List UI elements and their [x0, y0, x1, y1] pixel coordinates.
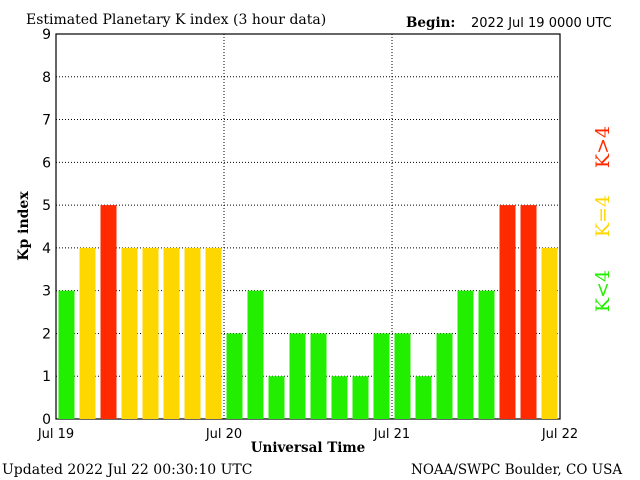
kp-bar: [394, 333, 411, 419]
kp-bar: [247, 290, 264, 419]
y-tick-label: 4: [42, 241, 51, 257]
y-tick-label: 9: [42, 27, 51, 43]
updated-timestamp: Updated 2022 Jul 22 00:30:10 UTC: [2, 462, 252, 478]
y-tick-label: 0: [42, 412, 51, 428]
kp-bar: [310, 333, 327, 419]
y-tick-label: 5: [42, 198, 51, 214]
kp-bar: [226, 333, 243, 419]
kp-bar: [352, 376, 369, 419]
kp-bar: [373, 333, 390, 419]
bars-group: [58, 205, 558, 419]
x-tick-label: Jul 21: [373, 427, 410, 442]
y-tick-label: 7: [42, 113, 51, 129]
x-tick-label: Jul 19: [37, 427, 74, 442]
x-tick-labels: Jul 19 Jul 20 Jul 21 Jul 22: [37, 427, 578, 442]
kp-bar: [436, 333, 453, 419]
x-tick-label: Jul 22: [541, 427, 578, 442]
legend-k-equal-4: K=4: [592, 195, 614, 237]
y-tick-label: 8: [42, 70, 51, 86]
kp-bar: [163, 247, 180, 419]
kp-bar: [142, 247, 159, 419]
begin-label: Begin:: [406, 15, 455, 31]
y-tick-labels: 0 1 2 3 4 5 6 7 8 9: [42, 27, 51, 428]
kp-bar: [520, 205, 537, 419]
legend-k-above-4: K>4: [592, 126, 614, 168]
x-axis-label: Universal Time: [251, 440, 366, 456]
y-tick-label: 2: [42, 326, 51, 342]
begin-value: 2022 Jul 19 0000 UTC: [471, 16, 612, 31]
kp-bar: [289, 333, 306, 419]
x-tick-label: Jul 20: [205, 427, 242, 442]
kp-bar: [457, 290, 474, 419]
kp-bar: [331, 376, 348, 419]
kp-bar: [268, 376, 285, 419]
chart-title: Estimated Planetary K index (3 hour data…: [26, 12, 326, 28]
y-axis-label: Kp index: [16, 191, 32, 261]
y-tick-label: 6: [42, 155, 51, 171]
kp-bar: [79, 247, 96, 419]
kp-bar: [541, 247, 558, 419]
kp-bar: [499, 205, 516, 419]
kp-bar: [121, 247, 138, 419]
kp-bar: [100, 205, 117, 419]
y-tick-label: 1: [42, 369, 51, 385]
kp-bar: [415, 376, 432, 419]
kp-bar: [184, 247, 201, 419]
grid-lines: [56, 34, 560, 419]
legend-k-below-4: K<4: [592, 270, 614, 312]
kp-bar: [478, 290, 495, 419]
kp-bar: [205, 247, 222, 419]
y-tick-label: 3: [42, 284, 51, 300]
kp-bar: [58, 290, 75, 419]
source-credit: NOAA/SWPC Boulder, CO USA: [411, 462, 622, 478]
plot-frame: [55, 33, 561, 420]
